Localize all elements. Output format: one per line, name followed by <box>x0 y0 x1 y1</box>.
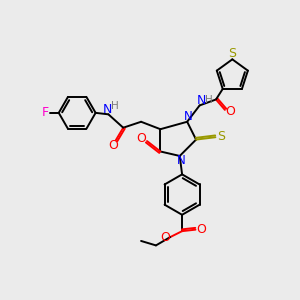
Text: N: N <box>103 103 112 116</box>
Text: O: O <box>225 105 235 118</box>
Text: H: H <box>205 95 212 105</box>
Text: N: N <box>196 94 206 106</box>
Text: N: N <box>177 154 186 167</box>
Text: H: H <box>111 101 119 111</box>
Text: O: O <box>160 231 170 244</box>
Text: O: O <box>196 223 206 236</box>
Text: S: S <box>228 47 236 61</box>
Text: N: N <box>184 110 192 123</box>
Text: F: F <box>41 106 49 119</box>
Text: O: O <box>136 132 146 145</box>
Text: O: O <box>109 139 118 152</box>
Text: S: S <box>217 130 225 143</box>
